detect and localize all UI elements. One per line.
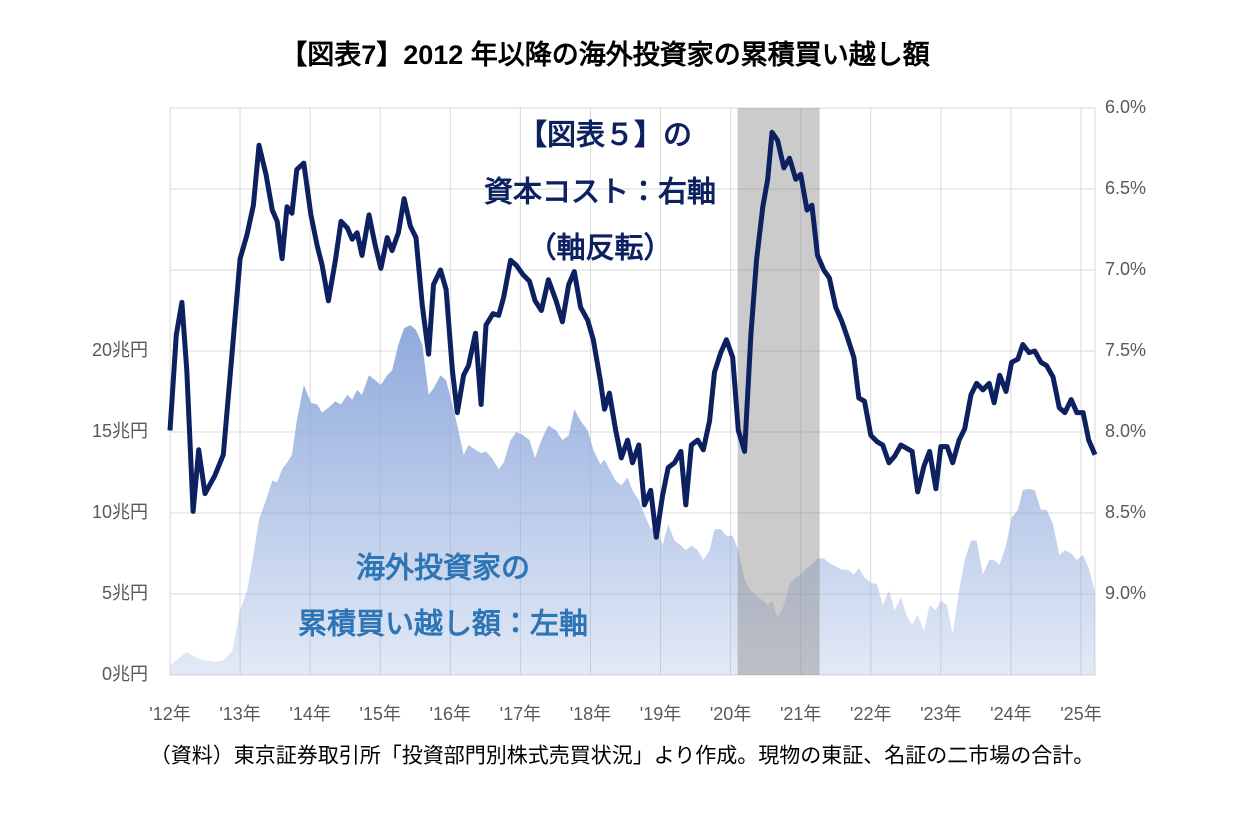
source-note: （資料）東京証券取引所「投資部門別株式売買状況」より作成。現物の東証、名証の二市…: [150, 745, 1095, 768]
annotation: 累積買い越し額：左軸: [298, 608, 588, 641]
y2-tick-label: 6.5%: [1105, 178, 1146, 198]
y-tick-label: 5兆円: [102, 583, 148, 603]
annotation: 【図表５】の: [518, 119, 692, 152]
x-tick-label: '23年: [920, 704, 961, 724]
x-tick-label: '25年: [1060, 704, 1101, 724]
y-tick-label: 15兆円: [92, 421, 148, 441]
annotation: 海外投資家の: [356, 552, 530, 585]
x-tick-label: '18年: [570, 704, 611, 724]
y2-tick-label: 7.0%: [1105, 259, 1146, 279]
area-series: [170, 325, 1095, 675]
y-tick-label: 20兆円: [92, 340, 148, 360]
y2-tick-label: 9.0%: [1105, 583, 1146, 603]
x-tick-label: '12年: [149, 704, 190, 724]
x-tick-label: '21年: [780, 704, 821, 724]
y2-tick-label: 7.5%: [1105, 340, 1146, 360]
line-series: [167, 129, 1098, 540]
plot-area: [167, 107, 1098, 676]
annotations: 【図表５】の 資本コスト：右軸 （軸反転） 海外投資家の 累積買い越し額：左軸: [298, 119, 716, 641]
x-tick-label: '20年: [710, 704, 751, 724]
chart-title: 【図表7】2012 年以降の海外投資家の累積買い越し額: [280, 39, 931, 70]
y2-tick-label: 8.5%: [1105, 502, 1146, 522]
x-tick-label: '13年: [219, 704, 260, 724]
annotation: 資本コスト：右軸: [484, 176, 716, 209]
x-tick-label: '24年: [990, 704, 1031, 724]
x-tick-label: '17年: [500, 704, 541, 724]
annotation: （軸反転）: [527, 232, 672, 265]
x-tick-label: '15年: [359, 704, 400, 724]
y-tick-label: 10兆円: [92, 502, 148, 522]
x-tick-label: '22年: [850, 704, 891, 724]
y2-tick-label: 6.0%: [1105, 97, 1146, 117]
x-tick-label: '19年: [640, 704, 681, 724]
y2-tick-label: 8.0%: [1105, 421, 1146, 441]
x-tick-label: '16年: [430, 704, 471, 724]
y-tick-label: 0兆円: [102, 664, 148, 684]
x-tick-label: '14年: [289, 704, 330, 724]
